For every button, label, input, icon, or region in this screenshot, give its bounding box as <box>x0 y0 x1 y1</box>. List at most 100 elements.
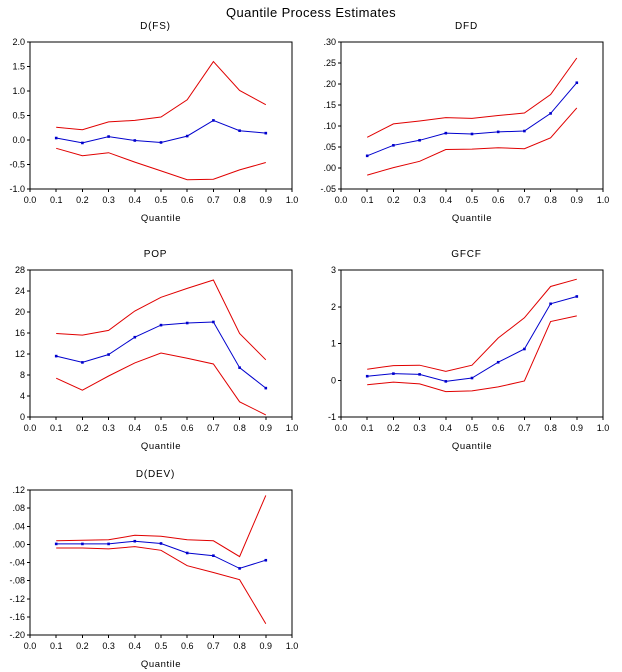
data-point-marker <box>133 139 137 142</box>
x-tick-label: 0.1 <box>361 195 374 205</box>
data-point-marker <box>212 119 215 122</box>
plot-frame <box>340 41 604 190</box>
data-point-marker <box>392 144 395 147</box>
quantile-estimate-markers <box>365 81 579 158</box>
d-dev-plot-canvas: .12.08.04.00-.04-.08-.12-.16-.200.0 0.1 0.… <box>9 485 299 670</box>
y-tick-label: -.16 <box>9 612 25 622</box>
y-tick-label: 2.0 <box>12 37 25 47</box>
data-point-marker <box>81 542 84 546</box>
subplot-title: D(DEV) <box>135 469 176 480</box>
lower-confidence-band-line <box>56 147 266 181</box>
d-fs-plot-canvas: 2.01.51.00.50.0-0.5-1.00.0 0.1 0.2 0.3 0.4 0.… <box>9 37 299 224</box>
quantile-estimate-line <box>367 296 577 382</box>
data-point-marker <box>54 136 58 140</box>
dfd-plot-canvas: .30 .25 .20 .15 .10 .05 .00 -.050.0 0.1 0.2 0.3 0.4… <box>320 37 610 224</box>
y-tick-label: -.12 <box>9 594 25 604</box>
gfcf-plot-canvas: 3 2 1 0 -10.0 0.1 0.2 0.3 0.4 0.5 0.6 0.7 0.8 0.9 1.0 Q… <box>328 265 610 452</box>
data-point-marker <box>159 323 163 327</box>
subplot-gfcf: GFCF 3 2 1 0 -1 0.0 0.1 0.2 0.3 0.4 0.5 0.6 0.7 0.8 0.… <box>311 228 622 456</box>
y-tick-label: 2 <box>331 302 336 312</box>
x-tick-label: 0.5 <box>466 195 479 205</box>
x-tick-label: 0.5 <box>155 195 168 205</box>
x-tick-label: 0.3 <box>102 641 115 651</box>
quantile-estimate-line <box>367 82 578 157</box>
data-point-marker <box>238 366 241 369</box>
x-tick-label: 0.8 <box>544 195 557 205</box>
x-tick-label: 0.9 <box>260 423 273 433</box>
data-point-marker <box>212 554 215 558</box>
x-tick-label: 0.6 <box>181 641 194 651</box>
x-axis: 0.0 0.1 0.2 0.3 0.4 0.5 0.6 0.7 0.8 0.9 1.0 <box>335 417 610 433</box>
y-tick-label: 20 <box>15 307 25 317</box>
x-tick-label: 0.1 <box>50 423 63 433</box>
data-point-marker <box>185 321 189 325</box>
x-tick-label: 0.1 <box>50 641 63 651</box>
x-axis-title: Quantile <box>452 441 492 452</box>
y-tick-label: 28 <box>15 265 25 275</box>
upper-confidence-band-line <box>366 57 578 138</box>
y-tick-label: .12 <box>12 485 25 495</box>
y-tick-label: -0.5 <box>9 160 25 170</box>
y-tick-label: 1 <box>331 339 336 349</box>
data-point-marker <box>496 130 500 134</box>
x-tick-label: 0.3 <box>102 195 115 205</box>
y-tick-label: .00 <box>12 539 25 549</box>
x-tick-label: 0.4 <box>129 195 142 205</box>
x-axis-title: Quantile <box>141 441 181 452</box>
x-tick-label: 0.5 <box>155 641 168 651</box>
x-tick-label: 0.3 <box>102 423 115 433</box>
y-axis: 3 2 1 0 -1 <box>328 265 341 422</box>
x-tick-label: 0.0 <box>24 641 37 651</box>
empty-cell <box>311 456 622 670</box>
data-point-marker <box>185 551 189 555</box>
x-tick-label: 0.8 <box>233 423 246 433</box>
quantile-estimate-line <box>56 321 267 389</box>
x-axis-title: Quantile <box>141 659 181 670</box>
x-tick-label: 1.0 <box>286 641 299 651</box>
data-point-marker <box>549 302 552 306</box>
plot-frame <box>29 41 293 190</box>
data-point-marker <box>81 361 84 364</box>
x-tick-label: 0.1 <box>361 423 374 433</box>
data-point-marker <box>54 354 58 358</box>
y-tick-label: -1.0 <box>9 184 25 194</box>
upper-confidence-band-line <box>367 278 577 372</box>
y-tick-label: 3 <box>331 265 336 275</box>
y-tick-label: .25 <box>323 58 336 68</box>
x-tick-label: 1.0 <box>597 195 610 205</box>
x-tick-label: 0.4 <box>129 423 142 433</box>
charts-grid: D(FS) 2.0 1.5 1.0 0.5 0.0 -0.5 -1.0 0.0 0.1 0.2 0.… <box>0 20 622 670</box>
x-tick-label: 0.0 <box>335 423 348 433</box>
quantile-estimate-line <box>56 119 266 144</box>
x-tick-label: 0.1 <box>50 195 63 205</box>
x-tick-label: 0.7 <box>207 423 220 433</box>
data-point-marker <box>365 154 369 158</box>
y-tick-label: 16 <box>15 328 25 338</box>
x-tick-label: 0.4 <box>440 195 453 205</box>
x-tick-label: 0.4 <box>440 423 453 433</box>
x-axis: 0.0 0.1 0.2 0.3 0.4 0.5 0.6 0.7 0.8 0.9 1.0 <box>24 189 299 205</box>
plot-frame <box>29 489 293 636</box>
data-point-marker <box>107 542 110 546</box>
y-tick-label: .10 <box>323 121 336 131</box>
x-axis-title: Quantile <box>141 213 181 224</box>
y-tick-label: 12 <box>15 349 25 359</box>
x-tick-label: 1.0 <box>286 195 299 205</box>
lower-confidence-band-line <box>55 352 267 416</box>
data-point-marker <box>470 132 474 136</box>
x-tick-label: 0.5 <box>466 423 479 433</box>
quantile-estimate-line <box>56 540 266 569</box>
y-axis: 28 24 20 16 12 8 4 0 <box>15 265 30 422</box>
data-point-marker <box>575 295 579 298</box>
subplot-title: D(FS) <box>140 21 171 32</box>
y-tick-label: 0.5 <box>12 111 25 121</box>
x-tick-label: 0.8 <box>233 641 246 651</box>
x-tick-label: 0.6 <box>181 423 194 433</box>
y-axis: .12 .08 .04 .00 -.04 -.08 -.12 -.16 -.20 <box>9 485 30 640</box>
x-axis: 0.0 0.1 0.2 0.3 0.4 0.5 0.6 0.7 0.8 0.9 1.0 <box>24 635 299 651</box>
data-point-marker <box>159 542 163 545</box>
x-tick-label: 1.0 <box>597 423 610 433</box>
lower-confidence-band-line <box>56 546 267 624</box>
x-tick-label: 0.0 <box>24 195 37 205</box>
y-tick-label: .20 <box>323 79 336 89</box>
